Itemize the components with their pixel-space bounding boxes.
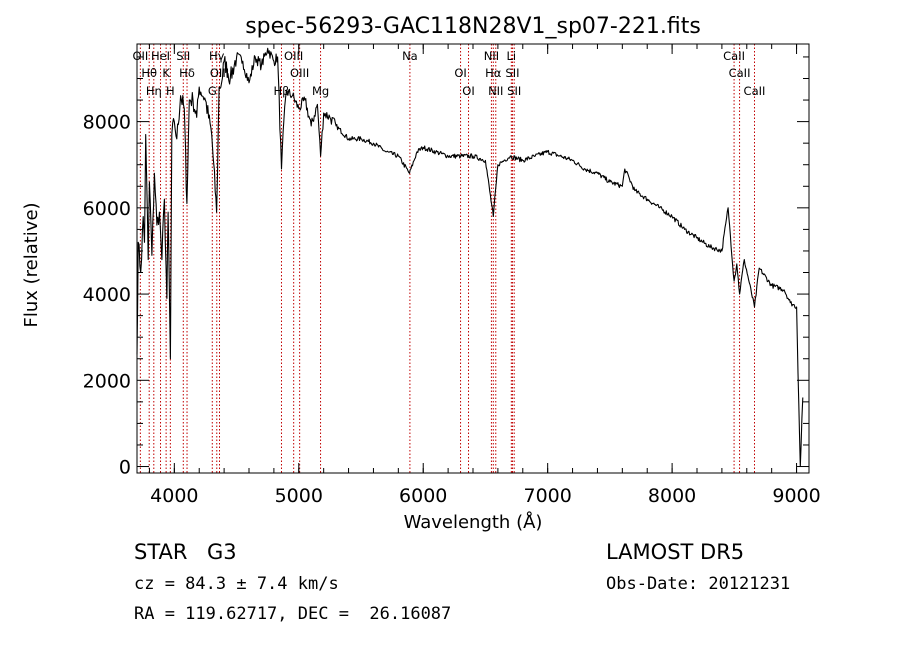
spectral-line-markers	[139, 44, 755, 473]
line-label-20: NII	[488, 84, 503, 98]
y-tick-label-1: 2000	[83, 370, 131, 392]
x-tick-label-5: 9000	[772, 485, 820, 507]
x-axis: 4000 5000 6000 7000 8000 9000	[148, 44, 821, 507]
line-label-9: Hγ	[209, 49, 225, 63]
survey-name: LAMOST DR5	[606, 540, 745, 564]
redshift-cz: cz = 84.3 ± 7.4 km/s	[134, 574, 339, 594]
x-tick-label-1: 5000	[275, 485, 323, 507]
line-label-0: OII	[132, 49, 148, 63]
line-label-21: Li	[507, 49, 517, 63]
x-tick-label-3: 7000	[523, 485, 571, 507]
line-label-13: OIII	[290, 66, 309, 80]
line-label-15: Na	[402, 49, 418, 63]
object-class: STAR	[134, 540, 188, 564]
y-tick-label-3: 6000	[83, 198, 131, 220]
object-subclass: G3	[207, 540, 237, 564]
line-label-5: H	[166, 84, 175, 98]
x-tick-label-0: 4000	[150, 485, 198, 507]
spectrum-line	[136, 47, 804, 468]
line-label-26: CaII	[744, 84, 766, 98]
y-tick-label-2: 4000	[83, 284, 131, 306]
line-label-18: NII	[484, 49, 499, 63]
line-label-24: CaII	[723, 49, 745, 63]
line-label-17: OI	[462, 84, 474, 98]
line-label-7: Hδ	[179, 66, 195, 80]
line-label-22: SII	[505, 66, 519, 80]
line-label-23: SII	[507, 84, 521, 98]
line-label-25: CaII	[729, 66, 751, 80]
x-axis-label: Wavelength (Å)	[404, 511, 543, 533]
x-tick-label-2: 6000	[399, 485, 447, 507]
plot-frame	[136, 43, 810, 474]
y-axis-label: Flux (relative)	[21, 202, 42, 327]
line-label-6: SII	[176, 49, 190, 63]
line-label-8: G	[208, 84, 217, 98]
line-label-2: Hη	[146, 84, 162, 98]
line-label-4: K	[162, 66, 170, 80]
line-label-10: OIII	[210, 66, 229, 80]
line-label-12: OIII	[284, 49, 303, 63]
line-label-16: OI	[454, 66, 466, 80]
line-label-11: Hβ	[273, 84, 289, 98]
y-tick-label-4: 8000	[83, 112, 131, 134]
line-label-3: HeI	[151, 49, 170, 63]
y-tick-label-0: 0	[119, 457, 131, 479]
y-axis: 0 2000 4000 6000 8000	[83, 56, 809, 479]
ra-dec: RA = 119.62717, DEC = 26.16087	[134, 604, 452, 624]
observation-date: Obs-Date: 20121231	[606, 574, 791, 594]
line-label-14: Mg	[312, 84, 329, 98]
chart-title: spec-56293-GAC118N28V1_sp07-221.fits	[245, 14, 701, 39]
line-label-19: Hα	[485, 66, 502, 80]
line-label-1: Hθ	[141, 66, 157, 80]
x-tick-label-4: 8000	[648, 485, 696, 507]
